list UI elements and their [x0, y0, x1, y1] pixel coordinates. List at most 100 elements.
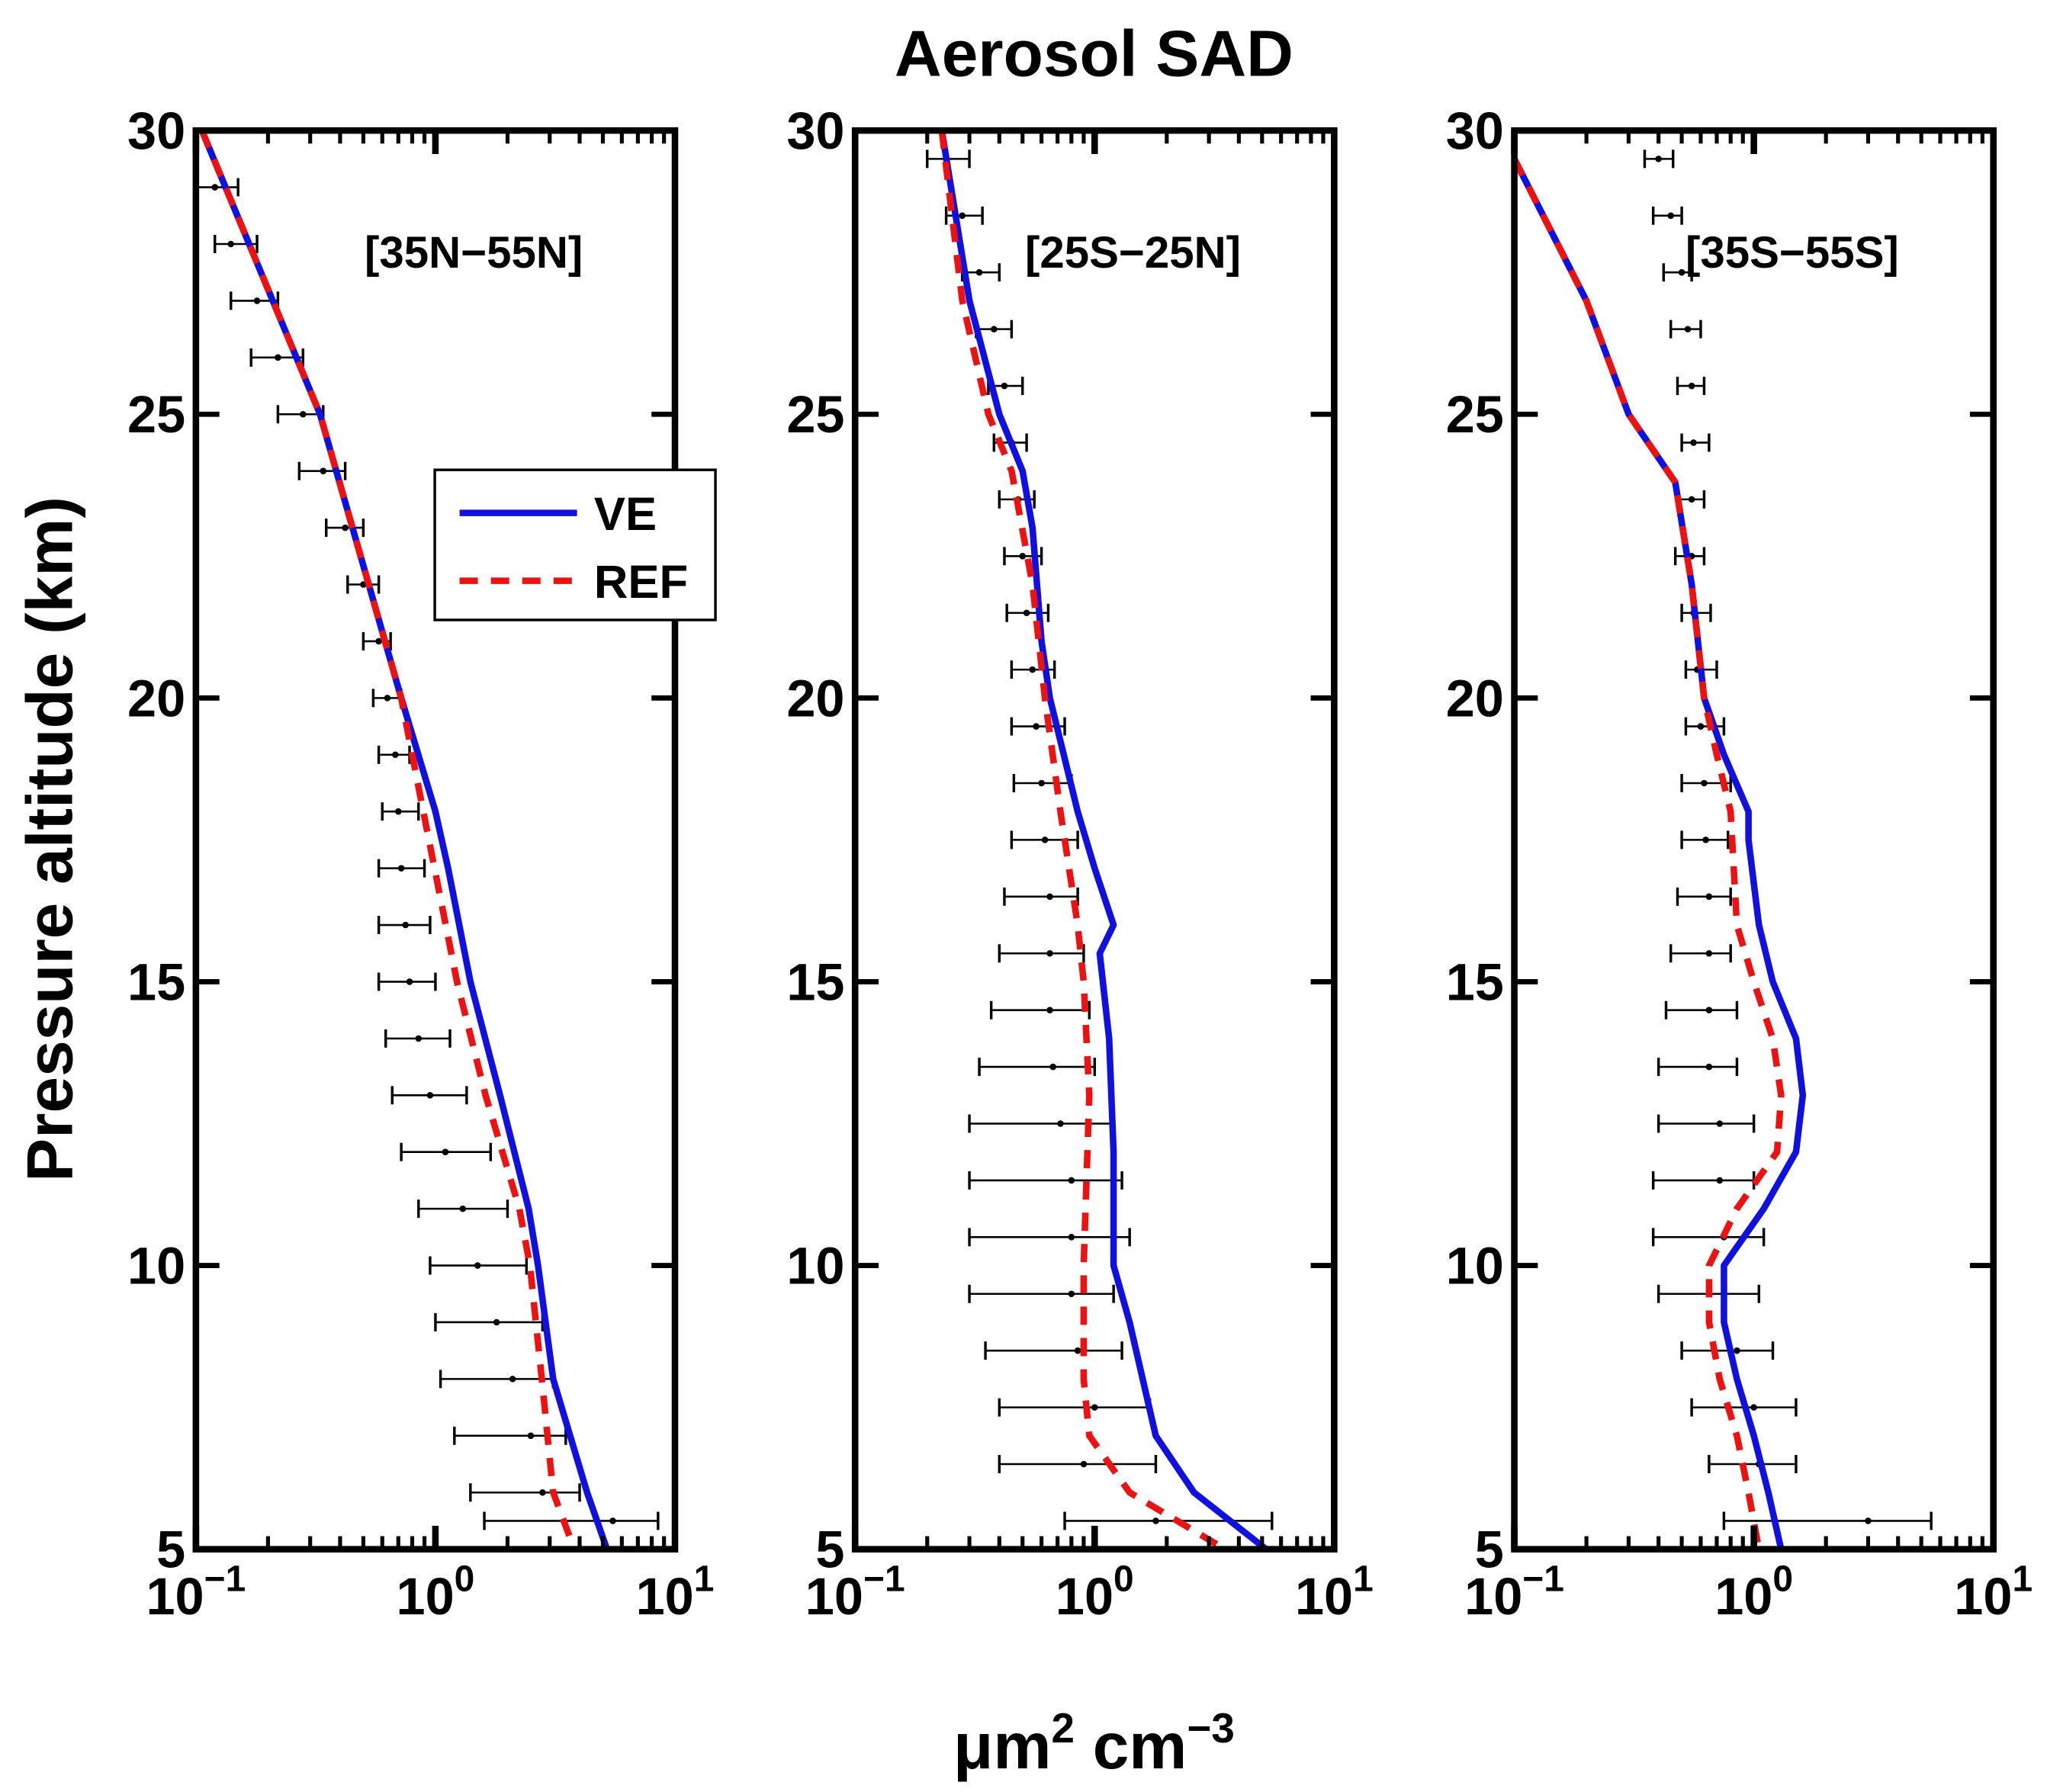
x-label-base: μm: [953, 1710, 1051, 1783]
obs-mean-point: [1716, 1120, 1724, 1127]
obs-mean-point: [474, 1262, 481, 1269]
obs-mean-point: [415, 1035, 423, 1042]
y-tick-label: 30: [127, 101, 185, 160]
x-tick-base: 10: [1295, 1567, 1353, 1626]
obs-mean-point: [1041, 837, 1049, 843]
obs-mean-point: [406, 978, 413, 985]
y-tick-label: 25: [1446, 385, 1504, 444]
legend: VE REF: [433, 468, 717, 621]
y-tick-label: 15: [786, 952, 844, 1011]
obs-mean-point: [1705, 1063, 1713, 1071]
x-tick-label: 10−1: [1464, 1559, 1564, 1626]
series-ref-line: [198, 130, 578, 1550]
obs-mean-point: [1655, 156, 1662, 162]
series-ve-line: [938, 130, 1268, 1550]
model-lines: [198, 130, 610, 1550]
obs-mean-point: [342, 524, 349, 531]
obs-mean-point: [1068, 1177, 1075, 1184]
obs-mean-point: [609, 1517, 616, 1524]
obs-mean-point: [1068, 1234, 1075, 1241]
y-tick-label: 15: [127, 952, 185, 1011]
x-axis-label: μm2 cm−3: [953, 1704, 1235, 1783]
x-tick-label: 100: [1056, 1559, 1134, 1626]
x-tick-label: 100: [397, 1559, 475, 1626]
obs-mean-point: [991, 326, 998, 332]
x-tick-exp: 0: [455, 1559, 475, 1599]
obs-mean-point: [1667, 212, 1674, 220]
obs-mean-point: [1046, 949, 1053, 957]
x-tick-exp: −1: [1522, 1559, 1564, 1599]
x-tick-exp: 1: [2012, 1559, 2033, 1599]
obs-mean-point: [1865, 1517, 1872, 1524]
obs-mean-point: [1029, 666, 1036, 673]
x-tick-exp: −1: [204, 1559, 246, 1599]
obs-mean-point: [527, 1432, 535, 1440]
y-tick-label: 5: [815, 1521, 844, 1579]
x-tick-label: 10−1: [146, 1559, 246, 1626]
obs-mean-point: [1702, 837, 1709, 843]
legend-box: [433, 468, 717, 621]
x-tick-exp: 1: [694, 1559, 715, 1599]
obs-mean-point: [459, 1205, 466, 1212]
obs-mean-point: [1074, 1347, 1081, 1354]
model-lines: [1514, 157, 1807, 1550]
panel-region-label: [35S−55S]: [1685, 228, 1899, 278]
series-ref-line: [938, 130, 1227, 1550]
obs-mean-point: [1705, 893, 1713, 901]
observations: [195, 178, 660, 1530]
obs-mean-point: [539, 1489, 546, 1496]
obs-mean-point: [397, 865, 405, 872]
x-label-mid: cm: [1075, 1710, 1187, 1783]
obs-mean-point: [1701, 779, 1708, 787]
y-tick-label: 20: [127, 669, 185, 727]
obs-mean-point: [442, 1148, 449, 1155]
obs-mean-point: [1038, 779, 1045, 787]
y-tick-label: 20: [786, 669, 844, 727]
panel-region-label: [35N−55N]: [365, 228, 583, 278]
x-tick-base: 10: [1714, 1567, 1772, 1626]
axes-frame: [192, 127, 679, 1553]
y-tick-label: 30: [1446, 101, 1504, 160]
obs-mean-point: [1046, 893, 1053, 901]
y-tick-label: 10: [1446, 1237, 1504, 1296]
obs-mean-point: [384, 695, 391, 702]
legend-label-ref: REF: [594, 556, 688, 609]
obs-mean-point: [1080, 1460, 1088, 1468]
obs-mean-point: [975, 268, 983, 276]
x-label-sup1: 2: [1051, 1704, 1074, 1752]
x-tick-base: 10: [1464, 1567, 1522, 1626]
obs-mean-point: [227, 240, 235, 248]
y-tick-label: 20: [1446, 669, 1504, 727]
x-tick-label: 101: [1295, 1559, 1374, 1626]
obs-mean-point: [1705, 1007, 1713, 1013]
x-tick-exp: 1: [1353, 1559, 1374, 1599]
x-tick-label: 100: [1714, 1559, 1793, 1626]
obs-mean-point: [1046, 1007, 1053, 1013]
obs-mean-point: [509, 1376, 516, 1383]
x-tick-exp: 0: [1113, 1559, 1134, 1599]
x-tick-base: 10: [636, 1567, 694, 1626]
x-tick-exp: 0: [1772, 1559, 1793, 1599]
y-tick-label: 5: [1475, 1521, 1504, 1579]
obs-mean-point: [1716, 1177, 1724, 1184]
y-axis-label: Pressure altitude (km): [14, 496, 86, 1182]
obs-mean-point: [1019, 553, 1027, 560]
obs-mean-point: [392, 751, 399, 759]
obs-mean-point: [300, 410, 307, 418]
obs-mean-point: [1734, 1347, 1740, 1354]
obs-mean-point: [1750, 1404, 1757, 1411]
x-tick-base: 10: [1954, 1567, 2012, 1626]
x-tick-label: 10−1: [805, 1559, 905, 1626]
obs-mean-point: [1705, 949, 1713, 957]
axes-frame: [1511, 127, 1997, 1553]
series-ve-line: [1514, 157, 1807, 1550]
x-tick-base: 10: [146, 1567, 204, 1626]
obs-mean-point: [211, 184, 219, 191]
obs-mean-point: [1684, 326, 1692, 332]
obs-mean-point: [1033, 723, 1040, 730]
y-tick-label: 5: [156, 1521, 185, 1579]
